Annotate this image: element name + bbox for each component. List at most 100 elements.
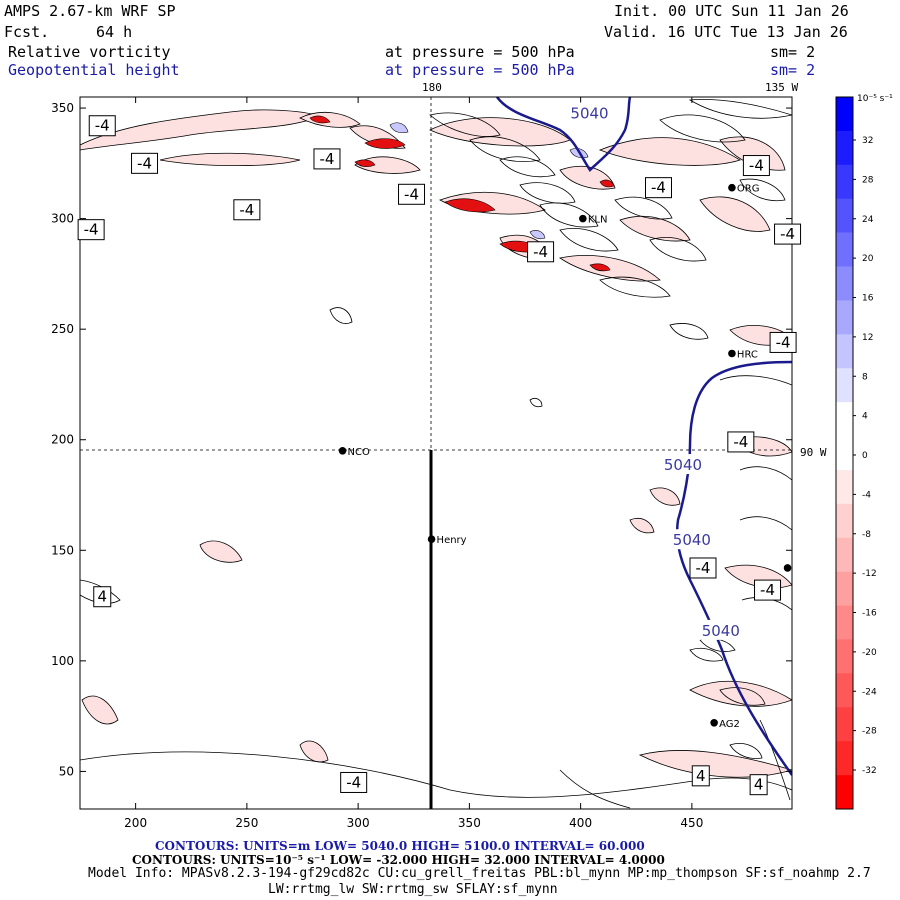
lon-label-top-right: 135 W — [765, 81, 799, 94]
colorbar-swatch — [836, 707, 853, 742]
colorbar-label: -28 — [862, 727, 877, 737]
colorbar-label: -20 — [862, 648, 877, 658]
plot-frame — [79, 96, 793, 810]
colorbar-swatch — [836, 300, 853, 335]
height-contour-label: 5040 — [664, 456, 702, 474]
contour-label-text: -4 — [749, 157, 764, 175]
station-dot-edge — [783, 564, 792, 572]
colorbar-label: 16 — [862, 294, 874, 304]
colorbar-swatch — [836, 164, 853, 200]
contour-label-box — [727, 431, 755, 453]
lon-label-right: 90 W — [800, 446, 827, 459]
field-2-pressure: at pressure = 500 hPa — [385, 61, 575, 79]
station-dot-ag2 — [710, 718, 718, 727]
contour-label-box — [93, 586, 112, 608]
x-axis-ticks: 200 250 300 350 400 450 — [124, 97, 703, 830]
station-label-ag2: AG2 — [719, 719, 740, 730]
x-tick-label: 450 — [680, 816, 703, 830]
footer-model-info-2: LW:rrtmg_lw SW:rrtmg_sw SFLAY:sf_mynn — [268, 882, 558, 897]
colorbar-label: 12 — [862, 333, 873, 343]
forecast-hour: 64 h — [96, 23, 133, 41]
colorbar-swatch — [836, 503, 853, 539]
field-1-name: Relative vorticity — [8, 43, 171, 61]
contour-label-text: 4 — [97, 588, 107, 606]
station-dot-NCO — [338, 446, 347, 455]
model-title: AMPS 2.67-km WRF SP — [4, 2, 176, 20]
contour-label-box — [691, 765, 710, 787]
colorbar-swatch — [836, 402, 853, 437]
colorbar-swatch — [836, 436, 853, 471]
y-tick-label: 200 — [51, 433, 74, 447]
field-1-smoothing: sm= 2 — [770, 43, 816, 61]
vorticity-contour-label: -4 — [131, 152, 159, 174]
footer-contours-vorticity: CONTOURS: UNITS=10⁻⁵ s⁻¹ LOW= -32.000 HI… — [132, 853, 665, 867]
height-contour-label: 5040 — [673, 531, 711, 549]
x-tick-label: 200 — [124, 816, 147, 830]
contour-label-text: -4 — [95, 117, 110, 135]
vorticity-contour-label: -4 — [233, 199, 261, 221]
contour-label-box — [340, 771, 368, 793]
colorbar-swatch — [836, 232, 853, 267]
colorbar-label: -8 — [862, 530, 871, 540]
vorticity-contour-label: -4 — [77, 219, 105, 241]
station-label-NCO: NCO — [348, 447, 370, 458]
contour-label-box — [77, 219, 105, 241]
contour-label-box — [774, 223, 802, 245]
valid-time: Valid. 16 UTC Tue 13 Jan 26 — [604, 23, 848, 41]
contour-label-text: -4 — [137, 154, 152, 172]
vorticity-contour-label: 4 — [691, 765, 710, 787]
footer-contours-height: CONTOURS: UNITS=m LOW= 5040.0 HIGH= 5100… — [155, 839, 645, 853]
height-label-bg — [696, 619, 745, 640]
contour-label-text: -4 — [533, 243, 548, 261]
colorbar-label: -16 — [862, 609, 877, 619]
colorbar-swatch — [836, 673, 853, 708]
contour-label-text: -4 — [760, 581, 775, 599]
lon-label-top: 180 — [422, 81, 442, 94]
colorbar-swatch — [836, 198, 853, 233]
colorbar-frame — [835, 96, 854, 810]
colorbar-swatch — [836, 605, 853, 640]
geopotential-contour — [495, 97, 792, 776]
colorbar-swatch — [836, 130, 853, 166]
colorbar-labels: 32 28 24 20 16 12 8 4 0 -4 -8 -12 -16 -20 -24 -28 -32 — [853, 136, 877, 776]
vorticity-contours — [80, 99, 792, 809]
colorbar-swatch — [836, 97, 853, 132]
colorbar-label: 0 — [862, 451, 868, 461]
strong-vorticity-cores — [309, 115, 615, 272]
forecast-label: Fcst. — [4, 23, 50, 41]
x-tick-label: 300 — [347, 816, 370, 830]
colorbar-label: -4 — [862, 490, 871, 500]
contour-label-box — [749, 774, 768, 796]
y-tick-label: 150 — [51, 543, 74, 557]
station-dot-org — [728, 183, 736, 192]
colorbar-swatch — [836, 775, 853, 810]
y-tick-label: 300 — [51, 212, 74, 226]
colorbar-label: 28 — [862, 175, 874, 185]
field-2-smoothing: sm= 2 — [770, 61, 816, 79]
stations: NCO Henry HRC ORG KLN AG2 — [338, 183, 792, 730]
colorbar-label: 20 — [862, 254, 874, 264]
vorticity-contour-label: -4 — [313, 148, 341, 170]
y-tick-label: 350 — [51, 101, 74, 115]
contour-label-text: -4 — [776, 333, 791, 351]
map-field — [80, 97, 792, 809]
station-label-org: ORG — [737, 184, 760, 195]
contour-label-box — [88, 115, 116, 137]
x-tick-label: 400 — [569, 816, 592, 830]
y-tick-label: 250 — [51, 322, 74, 336]
vorticity-contour-label: -4 — [742, 155, 770, 177]
height-contour-label: 5040 — [702, 622, 740, 640]
colorbar-swatch — [836, 334, 853, 369]
contour-label-text: 4 — [754, 776, 764, 794]
contour-label-box — [754, 579, 782, 601]
colorbar-swatch — [836, 741, 853, 776]
contour-label-text: -4 — [733, 433, 748, 451]
colorbar-swatch — [836, 368, 853, 403]
vorticity-contour-label: 4 — [93, 586, 112, 608]
contour-label-text: -4 — [346, 773, 361, 791]
contour-label-box — [131, 152, 159, 174]
y-tick-label: 100 — [51, 654, 74, 668]
contour-label-text: -4 — [696, 559, 711, 577]
contour-label-box — [313, 148, 341, 170]
